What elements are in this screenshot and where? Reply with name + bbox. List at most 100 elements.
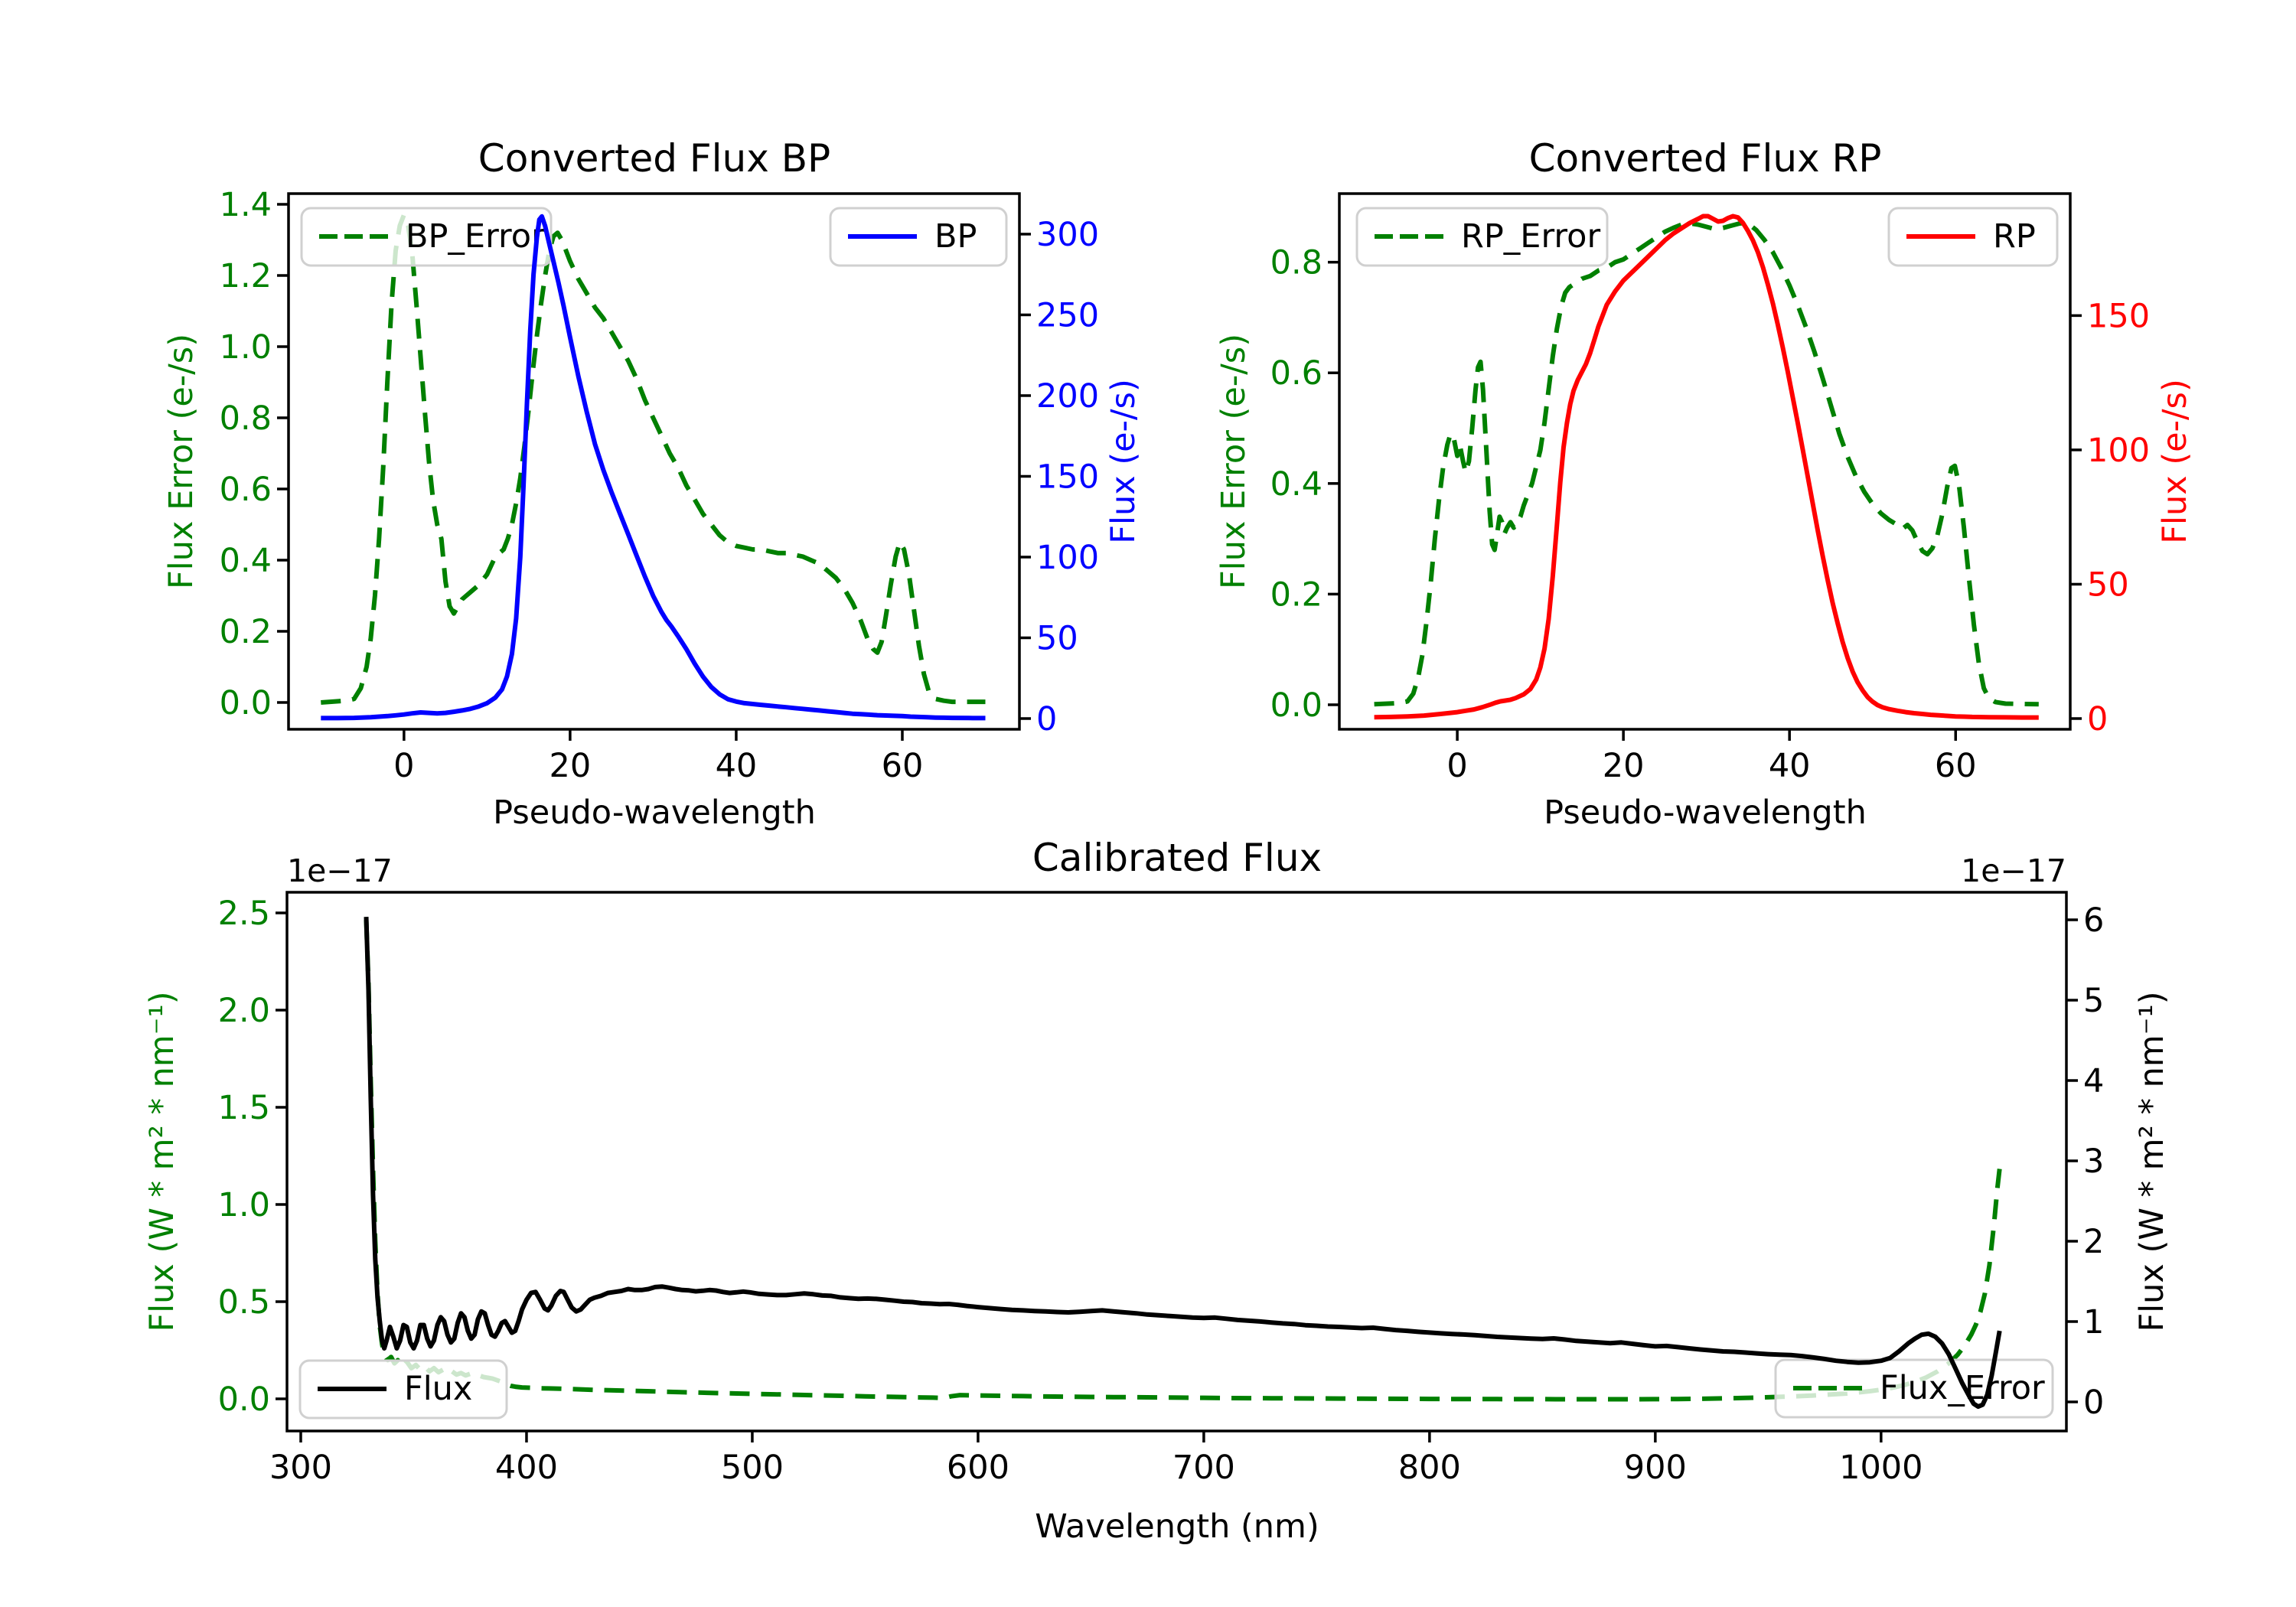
rp-ylabel-right: Flux (e-/s) [2156, 379, 2194, 544]
rp-right-tick-label: 150 [2087, 297, 2150, 335]
bp-ylabel-left: Flux Error (e-/s) [162, 334, 201, 589]
rp-error-legend-box [1355, 207, 1609, 267]
cal-right-tick-label: 6 [2083, 901, 2104, 940]
flux-legend-box [298, 1359, 508, 1420]
cal-left-tick-label: 0.5 [218, 1283, 270, 1322]
bp-left-tick-label: 0.8 [220, 399, 272, 438]
bp-series-under [321, 212, 986, 705]
bp-left-tick-label: 0.0 [220, 684, 272, 722]
bp-plot-border [287, 192, 1021, 731]
bp-series-over [321, 214, 986, 721]
rp-error-legend-label: RP_Error [1461, 217, 1600, 256]
bp-left-tick-label: 1.2 [220, 257, 272, 295]
bp-error-legend-box [300, 207, 553, 267]
cal-right-tick-label: 2 [2083, 1223, 2104, 1261]
flux-error-legend: Flux_Error [1774, 1358, 2054, 1419]
rp-series-rp [1374, 214, 2039, 720]
cal-left-tick-label: 0.0 [218, 1380, 270, 1419]
bp-right-tick-label: 0 [1036, 700, 1057, 738]
cal-left-tick-label: 2.5 [218, 895, 270, 933]
rp-axes: 0 20 40 60 0.0 0.2 0.4 0.6 0.8 0 50 100 150 [1270, 192, 2150, 785]
rp-title: Converted Flux RP [1528, 136, 1882, 181]
bp-legend-label: BP [934, 217, 977, 256]
rp-legend: RP [1887, 207, 2059, 267]
bp-left-tick-label: 0.4 [220, 542, 272, 580]
cal-ylabel-left: Flux (W * m² * nm⁻¹) [143, 991, 181, 1332]
bp-error-legend: BP_Error [300, 207, 553, 267]
flux-legend: Flux [298, 1359, 508, 1420]
cal-series-over [364, 917, 2002, 1410]
bp-right-tick-label: 300 [1036, 216, 1099, 254]
rp-left-tick-label: 0.4 [1270, 465, 1322, 504]
flux-legend-label: Flux [404, 1370, 472, 1408]
cal-title: Calibrated Flux [1032, 836, 1322, 880]
bp-x-tick-label: 20 [550, 747, 592, 785]
bp-series-bp [321, 214, 986, 721]
rp-right-tick-label: 50 [2087, 566, 2129, 604]
bp-left-tick-label: 1.4 [220, 186, 272, 224]
bp-left-tick-label: 0.2 [220, 613, 272, 651]
cal-left-tick-label: 1.5 [218, 1089, 270, 1127]
rp-left-tick-label: 0.0 [1270, 686, 1322, 725]
cal-right-tick-label: 4 [2083, 1062, 2104, 1100]
cal-plot-border [285, 891, 2068, 1433]
cal-right-tick-label: 1 [2083, 1303, 2104, 1341]
cal-right-tick-label: 5 [2083, 982, 2104, 1020]
bp-left-tick-label: 1.0 [220, 328, 272, 367]
rp-series-over [1374, 214, 2039, 720]
bp-right-tick-label: 150 [1036, 458, 1099, 496]
rp-right-tick-label: 0 [2087, 700, 2108, 738]
bp-legend-box [829, 207, 1008, 267]
rp-left-tick-label: 0.2 [1270, 575, 1322, 614]
rp-xlabel: Pseudo-wavelength [1544, 794, 1867, 832]
rp-ylabel-left: Flux Error (e-/s) [1215, 334, 1253, 589]
bp-right-tick-label: 100 [1036, 539, 1099, 577]
bp-x-tick-label: 0 [393, 747, 414, 785]
rp-x-tick-label: 40 [1769, 747, 1811, 785]
rp-left-tick-label: 0.6 [1270, 354, 1322, 393]
cal-ylabel-right: Flux (W * m² * nm⁻¹) [2133, 991, 2171, 1332]
rp-x-tick-label: 0 [1446, 747, 1467, 785]
cal-series-flux [364, 917, 2002, 1410]
cal-xlabel: Wavelength (nm) [1035, 1508, 1319, 1546]
bp-legend: BP [829, 207, 1008, 267]
bp-error-legend-label: BP_Error [406, 217, 545, 256]
cal-axes: 300 400 500 600 700 800 900 1000 0.0 0.5 1.0 1.5 2.0… [218, 891, 2104, 1487]
bp-title: Converted Flux BP [478, 136, 831, 181]
bp-x-tick-label: 40 [716, 747, 758, 785]
rp-plot-border [1338, 192, 2072, 731]
bp-xlabel: Pseudo-wavelength [493, 794, 816, 832]
bp-axes: 0 20 40 60 0.0 0.2 0.4 0.6 0.8 1.0 1.2 1.4 0 50 100 150… [220, 186, 1099, 785]
cal-left-tick-label: 2.0 [218, 992, 270, 1030]
cal-left-tick-label: 1.0 [218, 1186, 270, 1224]
rp-left-tick-label: 0.8 [1270, 244, 1322, 282]
bp-right-tick-label: 200 [1036, 377, 1099, 416]
cal-offset-left: 1e−17 [287, 852, 393, 889]
rp-right-tick-label: 100 [2087, 432, 2150, 470]
cal-x-tick-label: 900 [1624, 1449, 1687, 1487]
cal-series-under [364, 919, 2002, 1402]
cal-x-tick-label: 400 [495, 1449, 558, 1487]
bp-left-tick-label: 0.6 [220, 471, 272, 509]
rp-x-tick-label: 20 [1603, 747, 1645, 785]
rp-x-tick-label: 60 [1935, 747, 1977, 785]
cal-x-tick-label: 1000 [1839, 1449, 1923, 1487]
rp-error-legend: RP_Error [1355, 207, 1609, 267]
bp-x-tick-label: 60 [882, 747, 924, 785]
bp-right-tick-label: 250 [1036, 296, 1099, 334]
bp-right-tick-label: 50 [1036, 619, 1078, 657]
cal-right-tick-label: 3 [2083, 1143, 2104, 1181]
rp-legend-label: RP [1993, 217, 2036, 256]
rp-series-under [1374, 220, 2039, 707]
bp-ylabel-right: Flux (e-/s) [1104, 379, 1143, 544]
cal-x-tick-label: 600 [947, 1449, 1009, 1487]
cal-x-tick-label: 700 [1172, 1449, 1235, 1487]
cal-series-flux_error [364, 919, 2002, 1402]
rp-series-rp_error [1374, 220, 2039, 707]
cal-x-tick-label: 300 [269, 1449, 332, 1487]
cal-right-tick-label: 0 [2083, 1384, 2104, 1422]
cal-offset-right: 1e−17 [1961, 852, 2066, 889]
bp-series-bp_error [321, 212, 986, 705]
